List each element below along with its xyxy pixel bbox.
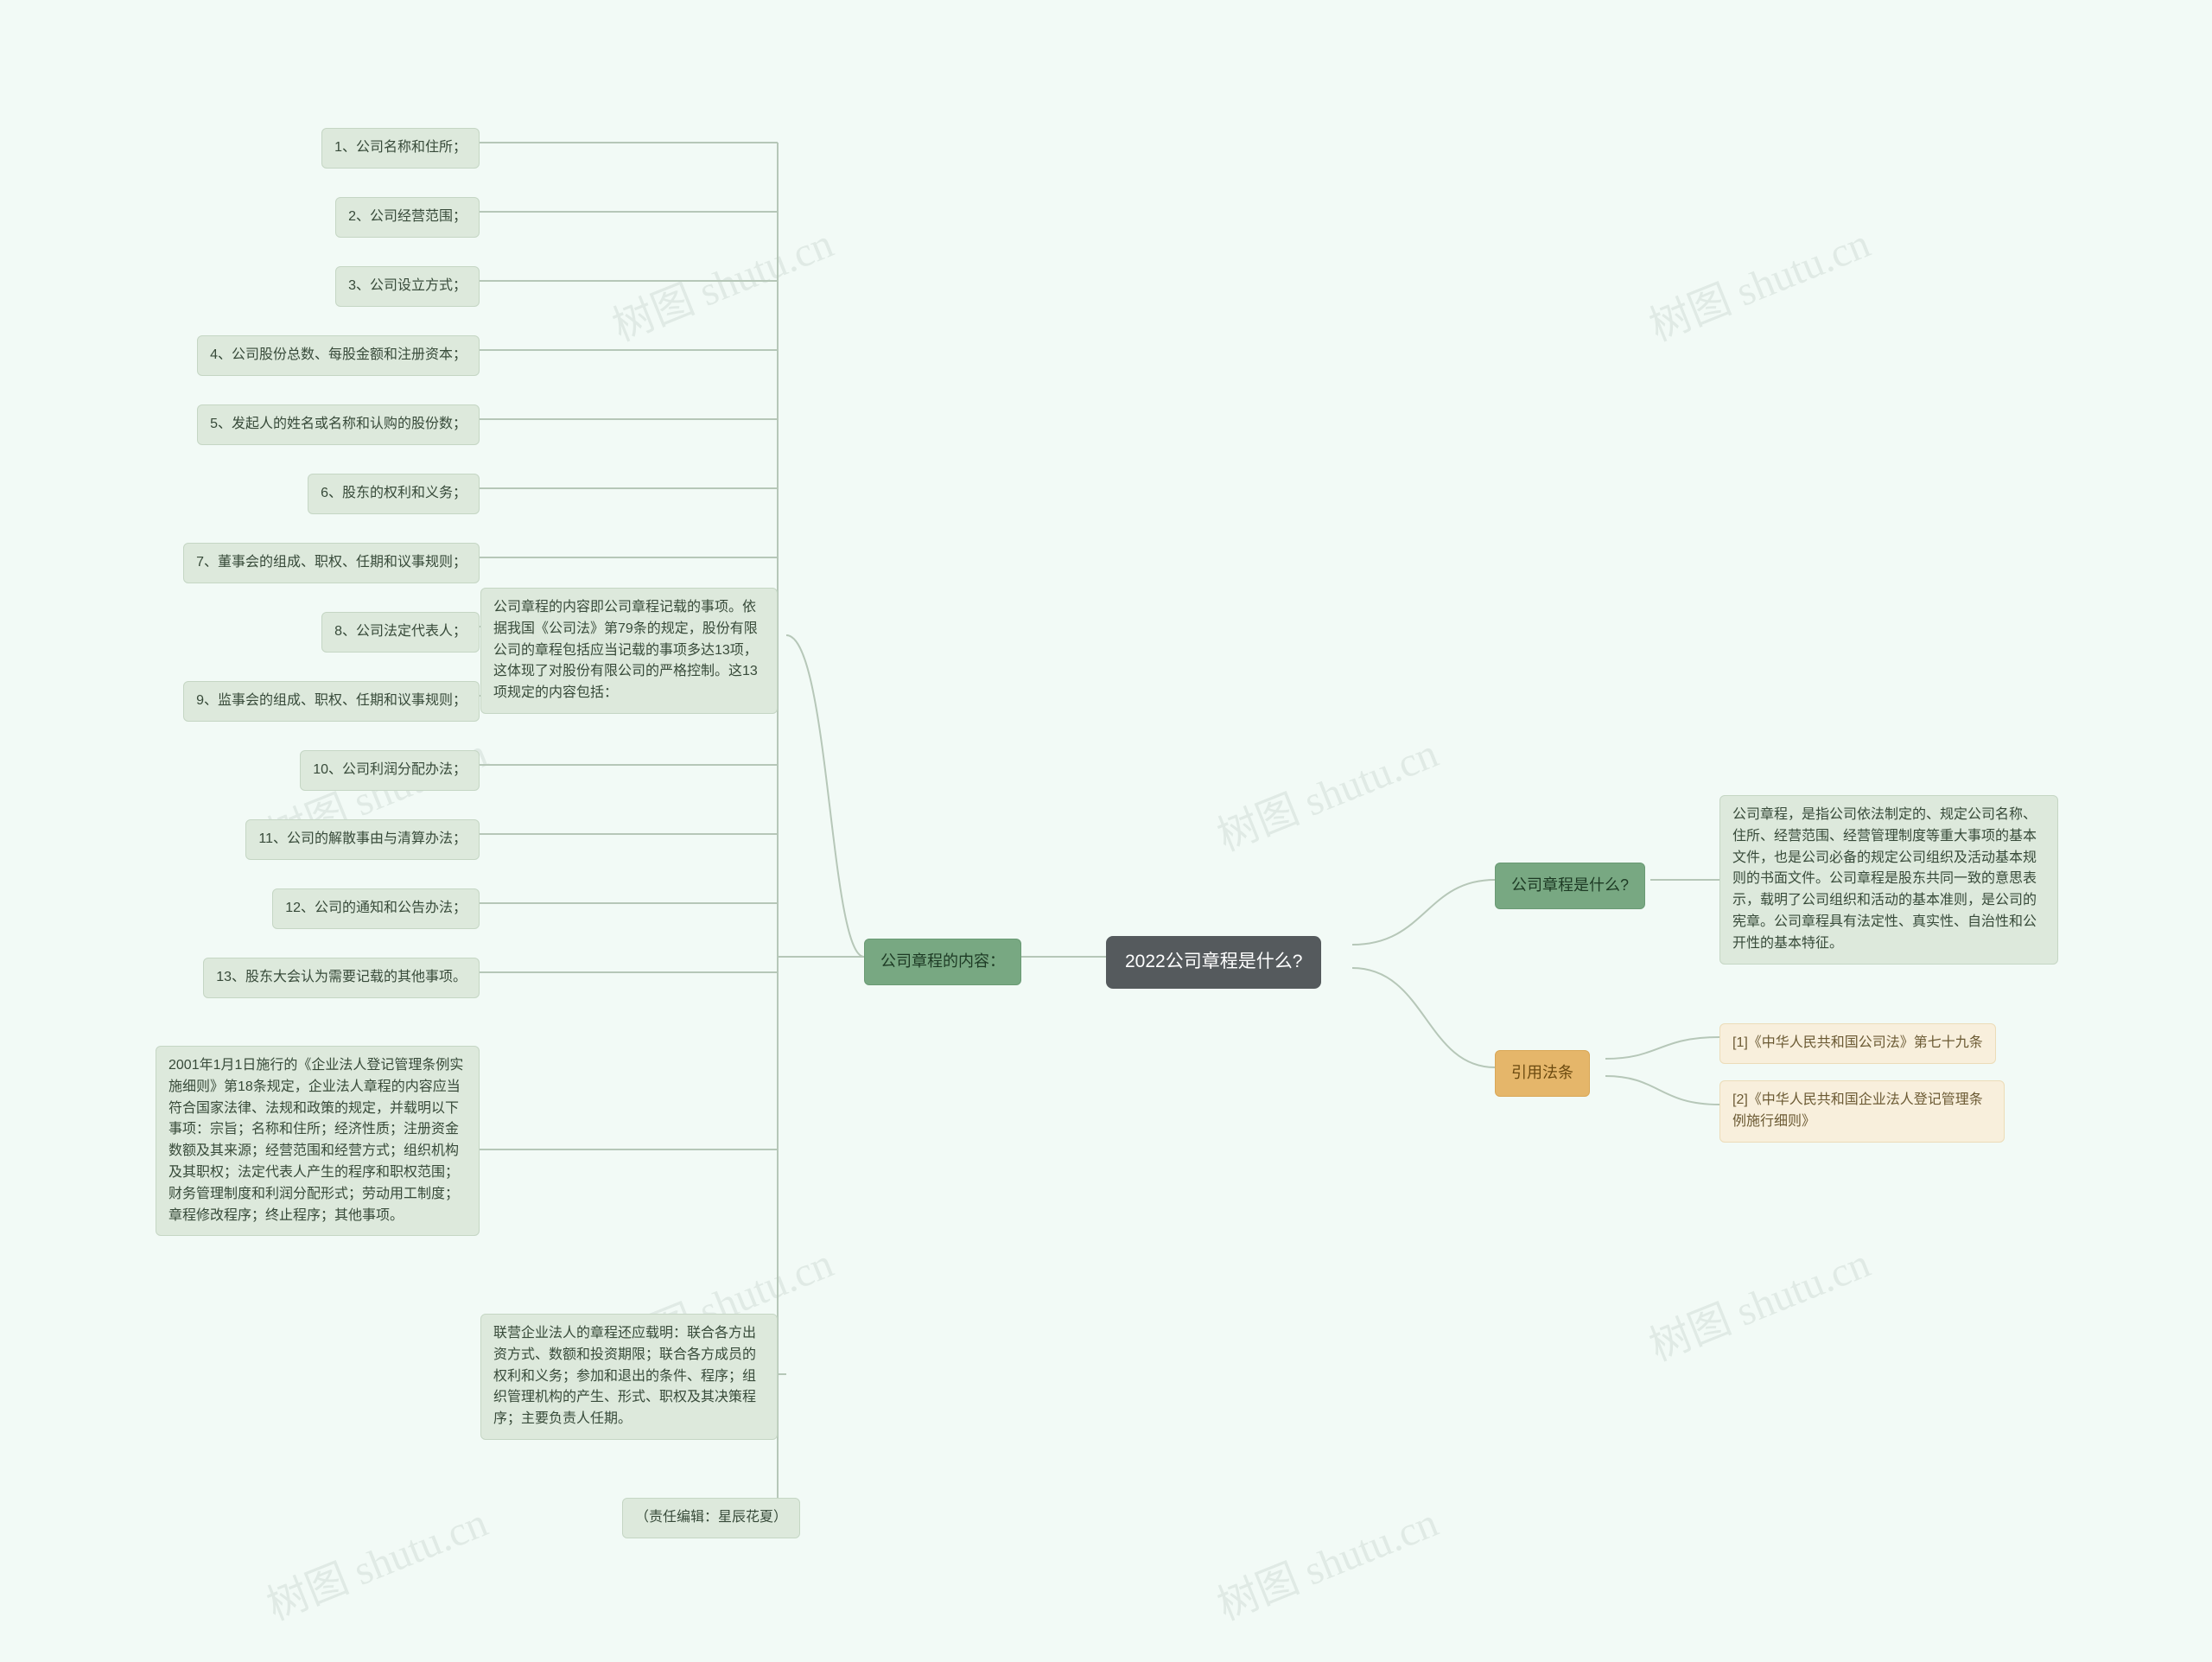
content-item-12: 12、公司的通知和公告办法；: [272, 888, 480, 929]
content-item-13: 13、股东大会认为需要记载的其他事项。: [203, 958, 480, 998]
content-item-4: 4、公司股份总数、每股金额和注册资本；: [197, 335, 480, 376]
citation-2: [2]《中华人民共和国企业法人登记管理条例施行细则》: [1719, 1080, 2005, 1143]
watermark: 树图 shutu.cn: [602, 209, 841, 353]
content-item-7: 7、董事会的组成、职权、任期和议事规则；: [183, 543, 480, 583]
branch-content[interactable]: 公司章程的内容：: [864, 939, 1021, 985]
watermark: 树图 shutu.cn: [1207, 719, 1446, 863]
content-item-2: 2、公司经营范围；: [335, 197, 480, 238]
content-supplement-2: 联营企业法人的章程还应载明：联合各方出资方式、数额和投资期限；联合各方成员的权利…: [480, 1314, 778, 1440]
content-item-1: 1、公司名称和住所；: [321, 128, 480, 169]
content-item-6: 6、股东的权利和义务；: [308, 474, 480, 514]
what-description: 公司章程，是指公司依法制定的、规定公司名称、住所、经营范围、经营管理制度等重大事…: [1719, 795, 2058, 965]
content-intro: 公司章程的内容即公司章程记载的事项。依据我国《公司法》第79条的规定，股份有限公…: [480, 588, 778, 714]
watermark: 树图 shutu.cn: [1639, 1229, 1878, 1372]
root-node[interactable]: 2022公司章程是什么?: [1106, 936, 1321, 989]
watermark: 树图 shutu.cn: [1639, 209, 1878, 353]
branch-what[interactable]: 公司章程是什么?: [1495, 863, 1645, 909]
citation-1: [1]《中华人民共和国公司法》第七十九条: [1719, 1023, 1996, 1064]
watermark: 树图 shutu.cn: [1207, 1488, 1446, 1632]
watermark: 树图 shutu.cn: [257, 1488, 495, 1632]
content-item-9: 9、监事会的组成、职权、任期和议事规则；: [183, 681, 480, 722]
content-item-3: 3、公司设立方式；: [335, 266, 480, 307]
content-item-5: 5、发起人的姓名或名称和认购的股份数；: [197, 404, 480, 445]
content-item-11: 11、公司的解散事由与清算办法；: [245, 819, 480, 860]
content-item-8: 8、公司法定代表人；: [321, 612, 480, 653]
content-item-10: 10、公司利润分配办法；: [300, 750, 480, 791]
content-editor: （责任编辑：星辰花夏）: [622, 1498, 800, 1538]
content-supplement-1: 2001年1月1日施行的《企业法人登记管理条例实施细则》第18条规定，企业法人章…: [156, 1046, 480, 1236]
branch-cite[interactable]: 引用法条: [1495, 1050, 1590, 1097]
